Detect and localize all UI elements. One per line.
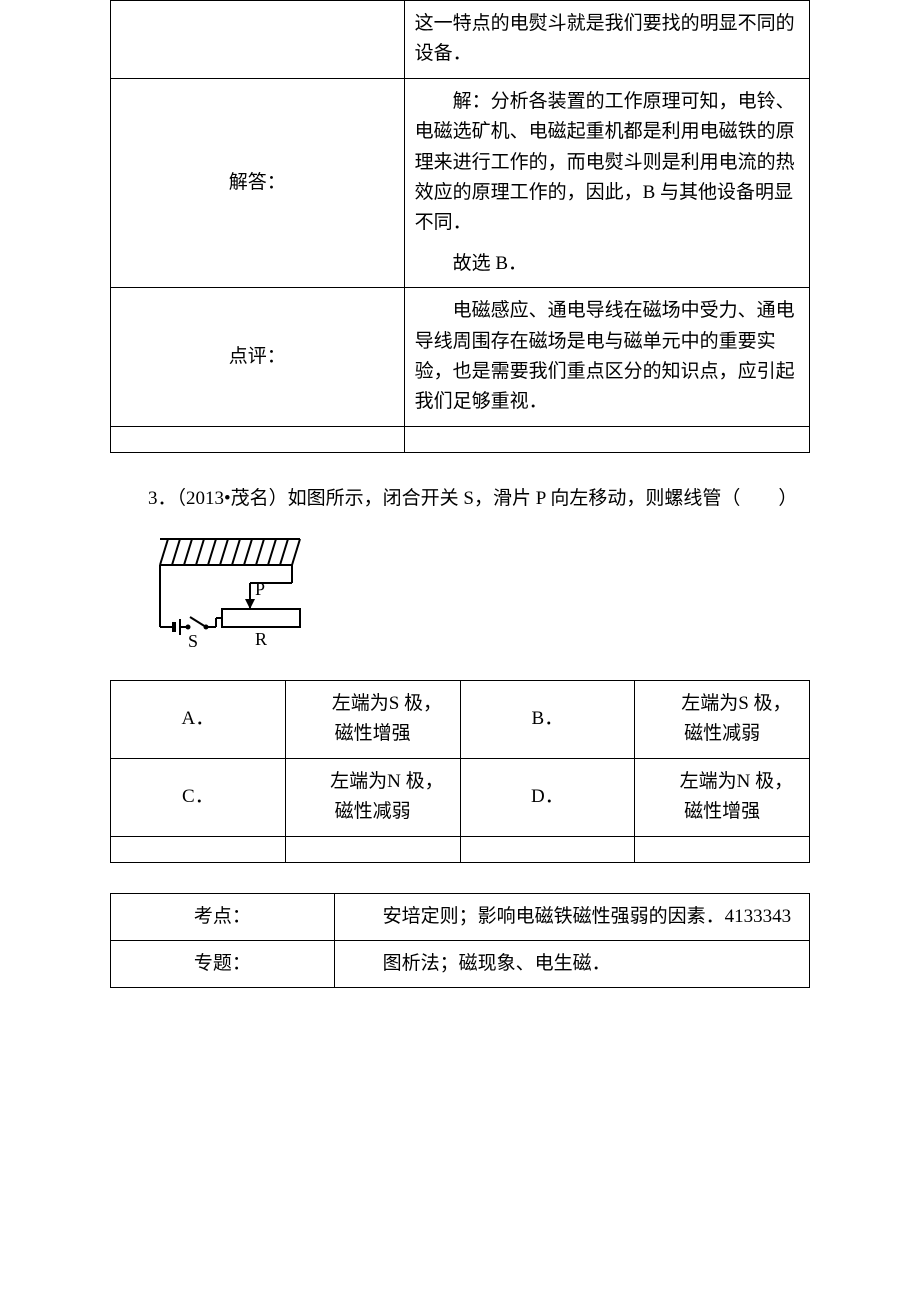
opt-d-text: 左端为N 极，磁性增强 — [635, 758, 810, 836]
cell-label-0 — [111, 1, 405, 79]
rheostat-icon — [222, 609, 300, 627]
opt-empty-3 — [460, 836, 635, 862]
cell-label-1: 解答： — [111, 78, 405, 287]
cell-content-2: 电磁感应、通电导线在磁场中受力、通电导线周围存在磁场是电与磁单元中的重要实验，也… — [404, 288, 809, 427]
kaodian-label: 考点： — [111, 893, 335, 940]
opt-d-label: D． — [460, 758, 635, 836]
explanation-table-bottom: 考点： 安培定则；影响电磁铁磁性强弱的因素．4133343 专题： 图析法；磁现… — [110, 893, 810, 989]
explanation-table-top: 这一特点的电熨斗就是我们要找的明显不同的设备． 解答： 解：分析各装置的工作原理… — [110, 0, 810, 453]
opt-c-label: C． — [111, 758, 286, 836]
label-r: R — [255, 629, 267, 649]
opt-a-text: 左端为S 极，磁性增强 — [285, 680, 460, 758]
answer-p1: 解：分析各装置的工作原理可知，电铃、电磁选矿机、电磁起重机都是利用电磁铁的原理来… — [415, 87, 799, 239]
circuit-svg: P R S — [140, 527, 320, 657]
cell-content-1: 解：分析各装置的工作原理可知，电铃、电磁选矿机、电磁起重机都是利用电磁铁的原理来… — [404, 78, 809, 287]
opt-empty-1 — [111, 836, 286, 862]
opt-empty-4 — [635, 836, 810, 862]
label-p: P — [255, 579, 265, 599]
cell-label-2: 点评： — [111, 288, 405, 427]
zhuanti-label: 专题： — [111, 940, 335, 987]
opt-c-text: 左端为N 极，磁性减弱 — [285, 758, 460, 836]
opt-b-label: B． — [460, 680, 635, 758]
solenoid-loops-icon — [160, 539, 300, 565]
answer-p2: 故选 B． — [415, 249, 799, 279]
opt-b-text: 左端为S 极，磁性减弱 — [635, 680, 810, 758]
options-table: A． 左端为S 极，磁性增强 B． 左端为S 极，磁性减弱 C． 左端为N 极，… — [110, 680, 810, 863]
empty-cell-r — [404, 426, 809, 452]
opt-empty-2 — [285, 836, 460, 862]
circuit-diagram: P R S — [140, 527, 810, 662]
question-3-stem: 3．（2013•茂名）如图所示，闭合开关 S，滑片 P 向左移动，则螺线管（ ） — [110, 483, 810, 515]
empty-cell-l — [111, 426, 405, 452]
label-s: S — [188, 631, 198, 651]
opt-a-label: A． — [111, 680, 286, 758]
cell-content-0: 这一特点的电熨斗就是我们要找的明显不同的设备． — [404, 1, 809, 79]
slider-arrow-icon — [245, 599, 255, 609]
switch-icon — [190, 617, 206, 627]
zhuanti-content: 图析法；磁现象、电生磁． — [334, 940, 809, 987]
kaodian-content: 安培定则；影响电磁铁磁性强弱的因素．4133343 — [334, 893, 809, 940]
